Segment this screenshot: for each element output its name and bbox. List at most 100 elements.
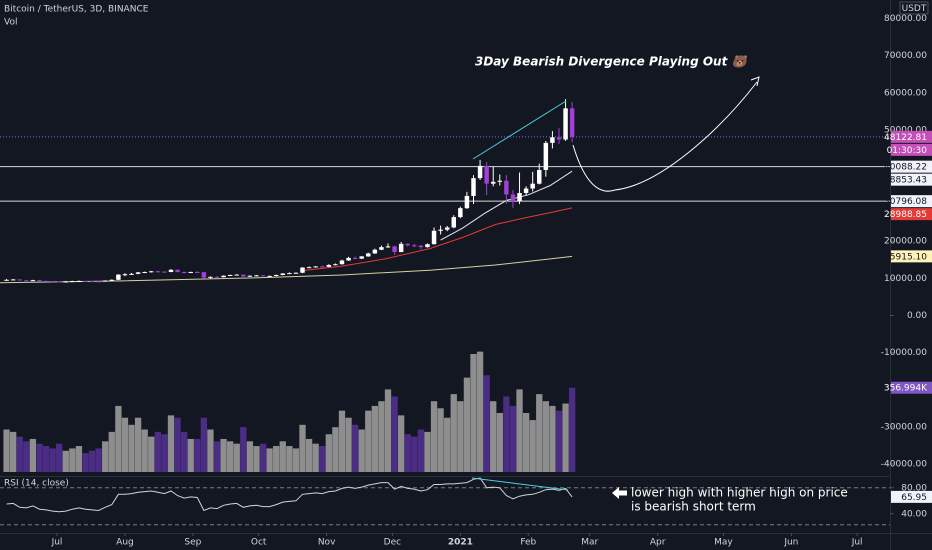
candle-body <box>405 243 410 246</box>
annotation: lower high with higher high on price <box>631 486 848 500</box>
x-tick-label: Dec <box>384 538 401 548</box>
candle-body <box>464 195 470 209</box>
volume-bar <box>483 375 490 472</box>
volume-bar <box>305 438 313 472</box>
volume-bar <box>371 405 379 472</box>
volume-bar <box>42 446 50 472</box>
volume-bar <box>220 438 227 472</box>
candle-body <box>43 280 49 282</box>
volume-bar <box>509 405 517 472</box>
volume-bar <box>411 436 418 472</box>
candle-body <box>17 279 22 281</box>
candle-body <box>37 280 42 282</box>
price-badge-bg <box>891 173 932 186</box>
candle-body <box>30 280 36 282</box>
candle-body <box>135 272 141 274</box>
volume-bar <box>444 417 451 472</box>
volume-bar <box>23 441 30 472</box>
volume-bar <box>82 453 89 472</box>
candle-body <box>556 137 562 140</box>
candle-body <box>155 271 161 273</box>
candle-body <box>477 165 483 179</box>
candle-body <box>227 274 233 276</box>
volume-bar <box>332 427 339 472</box>
volume-bar <box>141 429 148 472</box>
volume-bar <box>345 417 352 472</box>
price-badge-bg <box>891 208 932 221</box>
candle-body <box>247 275 253 277</box>
candle-body <box>352 257 358 259</box>
volume-bar <box>319 446 326 472</box>
candle-body <box>76 280 82 282</box>
candle-body <box>458 208 463 218</box>
volume-bar <box>194 438 201 472</box>
candle-body <box>70 281 75 283</box>
y-tick-label: 50000.00 <box>884 125 927 135</box>
x-tick-label: Mar <box>581 538 598 548</box>
volume-bar <box>121 417 129 472</box>
volume-bar <box>227 441 234 472</box>
candle-body <box>451 217 457 228</box>
volume-bar <box>555 410 563 472</box>
candle-body <box>201 272 207 278</box>
volume-bar <box>378 401 385 472</box>
candle-body <box>221 275 226 278</box>
candle-body <box>497 180 503 182</box>
volume-bar <box>312 443 319 472</box>
price-badge: 01:30:30 <box>887 146 928 156</box>
candle-body <box>306 267 312 269</box>
x-tick-label: Oct <box>251 538 267 548</box>
text-layer: Bitcoin / TetherUS, 3D, BINANCE Vol RSI … <box>4 1 929 548</box>
candle-body <box>333 264 338 266</box>
candle-body <box>346 257 351 261</box>
volume-bar <box>286 446 293 472</box>
candle-body <box>142 272 147 274</box>
volume-bar <box>233 443 240 472</box>
rsi-badge-bg <box>891 490 932 503</box>
drawings <box>471 76 760 499</box>
candle-body <box>385 246 391 248</box>
divergence-line <box>472 100 567 160</box>
chart-title: Bitcoin / TetherUS, 3D, BINANCE <box>4 5 149 15</box>
candle-body <box>208 276 213 278</box>
data-layer <box>0 18 894 536</box>
volume-bar <box>36 443 43 472</box>
volume-bar <box>3 429 10 472</box>
volume-bar <box>470 354 477 472</box>
currency-label: USDT <box>902 4 927 14</box>
volume-bar <box>9 431 17 472</box>
volume-bar <box>207 429 214 472</box>
candle-body <box>504 180 509 195</box>
projection-arrowhead <box>750 76 760 87</box>
volume-bar <box>503 396 510 472</box>
candle-body <box>320 266 325 268</box>
candle-body <box>260 275 266 277</box>
volume-bar <box>187 438 194 472</box>
volume-bar <box>56 443 63 472</box>
x-tick-label: Feb <box>520 538 536 548</box>
x-tick-label: Aug <box>116 538 134 548</box>
candle-body <box>195 272 200 274</box>
volume-bar <box>108 431 115 472</box>
candle-body <box>188 272 193 274</box>
volume-bar <box>358 429 365 472</box>
price-badge-bg <box>891 250 932 263</box>
candle-body <box>162 271 167 273</box>
candle-body <box>392 246 397 252</box>
projection-curve <box>572 81 758 192</box>
volume-bar <box>115 405 122 472</box>
volume-bar <box>148 436 155 472</box>
candle-body <box>109 279 115 281</box>
y-tick-label: 20000.00 <box>884 237 927 247</box>
volume-bar <box>542 401 549 472</box>
y-tick-label: -30000.00 <box>881 422 927 432</box>
volume-bar <box>213 441 221 472</box>
candle-body <box>431 230 437 245</box>
volume-bar <box>391 396 398 472</box>
candle-body <box>168 269 174 273</box>
volume-bar <box>161 434 168 472</box>
volume-bar <box>522 413 530 472</box>
candle-body <box>543 142 549 170</box>
candle-body <box>214 276 220 278</box>
